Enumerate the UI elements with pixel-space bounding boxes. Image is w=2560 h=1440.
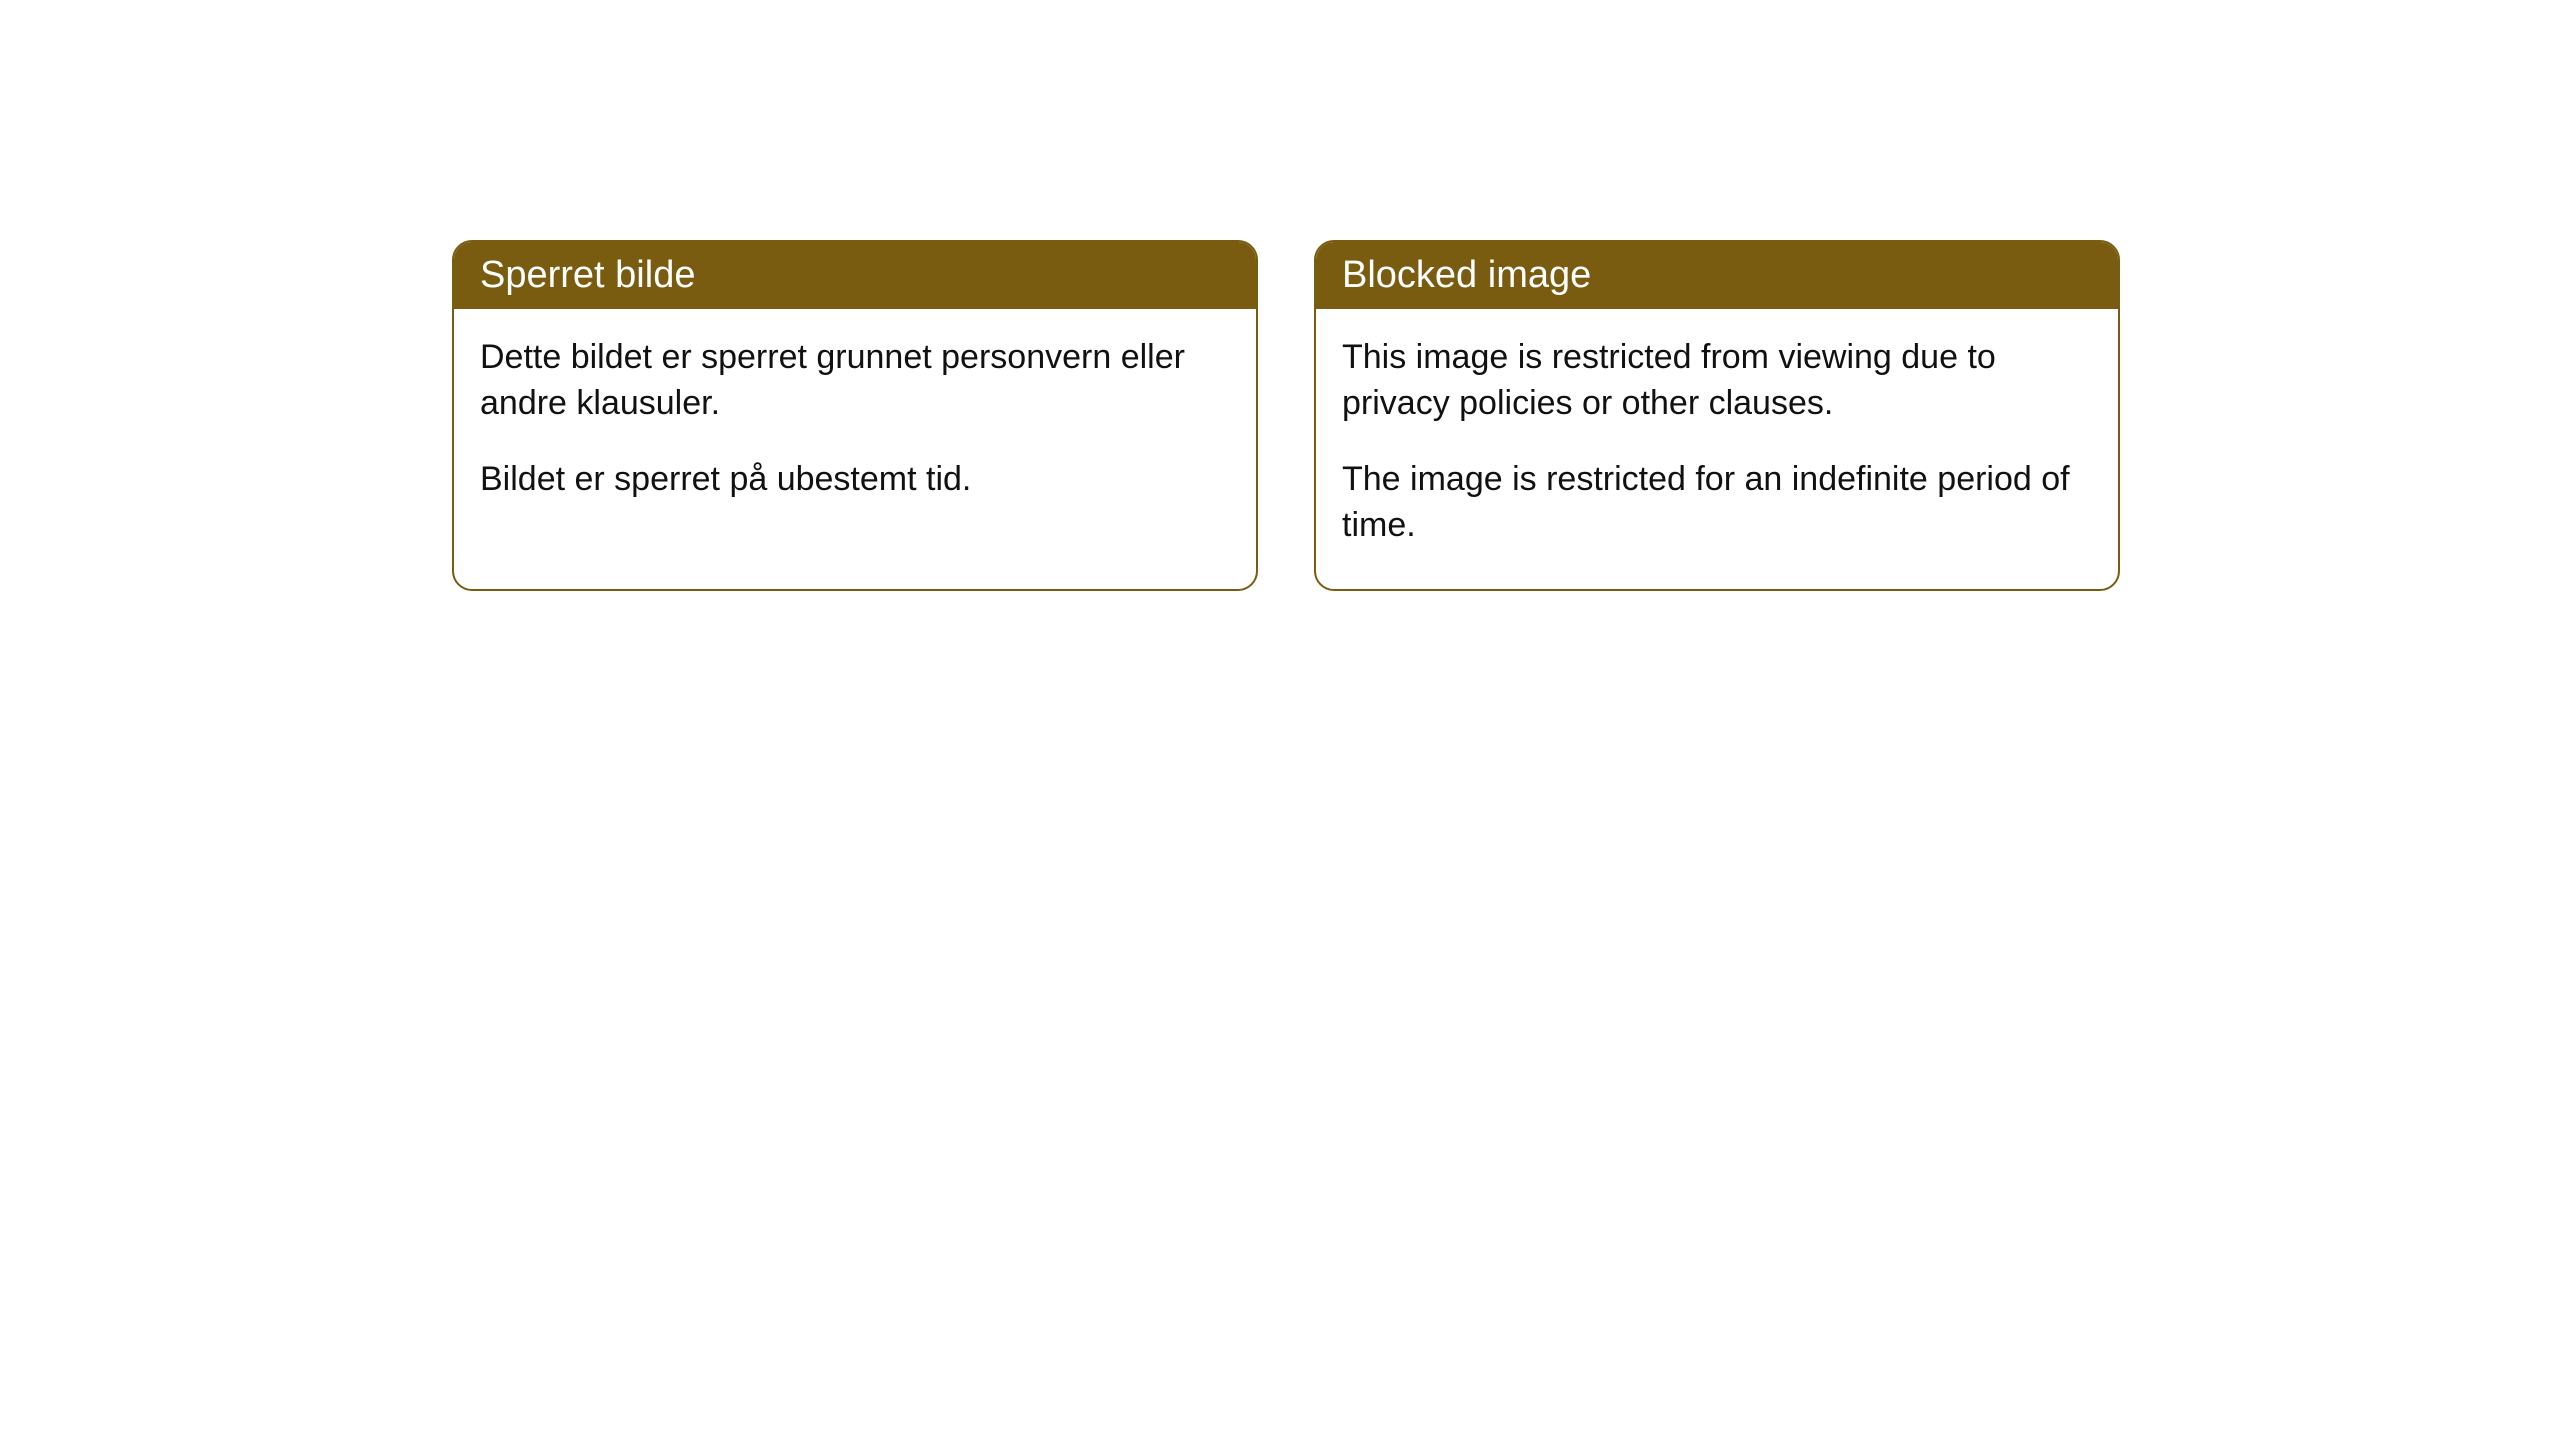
notice-container: Sperret bilde Dette bildet er sperret gr… xyxy=(452,240,2120,591)
blocked-notice-card-english: Blocked image This image is restricted f… xyxy=(1314,240,2120,591)
card-header: Sperret bilde xyxy=(454,242,1256,309)
notice-text-line1: Dette bildet er sperret grunnet personve… xyxy=(480,335,1230,427)
card-body: This image is restricted from viewing du… xyxy=(1316,309,2118,589)
notice-text-line2: The image is restricted for an indefinit… xyxy=(1342,457,2092,549)
notice-text-line2: Bildet er sperret på ubestemt tid. xyxy=(480,457,1230,503)
blocked-notice-card-norwegian: Sperret bilde Dette bildet er sperret gr… xyxy=(452,240,1258,591)
notice-text-line1: This image is restricted from viewing du… xyxy=(1342,335,2092,427)
card-title: Blocked image xyxy=(1342,254,1591,296)
card-body: Dette bildet er sperret grunnet personve… xyxy=(454,309,1256,543)
card-title: Sperret bilde xyxy=(480,254,695,296)
card-header: Blocked image xyxy=(1316,242,2118,309)
